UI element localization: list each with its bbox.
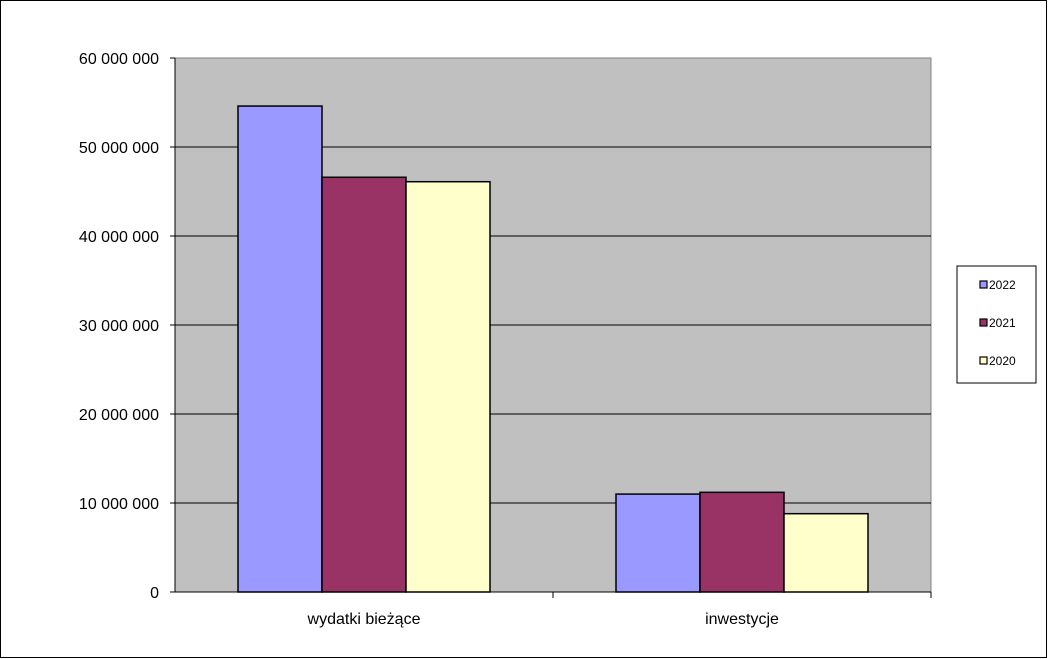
legend-swatch-2022 <box>979 280 988 289</box>
y-tick-label: 10 000 000 <box>79 496 159 513</box>
bars <box>237 105 869 593</box>
legend-box <box>956 265 1037 384</box>
y-tick-label: 20 000 000 <box>79 407 159 424</box>
bar-2020-0 <box>405 180 491 593</box>
y-tick-label: 60 000 000 <box>79 51 159 68</box>
axes: 0 10 000 000 20 000 000 30 000 000 40 000 00… <box>79 51 932 628</box>
bar-2020-1 <box>783 512 869 593</box>
bar-2021-0 <box>321 176 407 593</box>
y-tick-label: 0 <box>150 585 159 602</box>
y-tick-label: 50 000 000 <box>79 140 159 157</box>
x-category-label: wydatki bieżące <box>307 611 421 628</box>
y-tick-label: 30 000 000 <box>79 318 159 335</box>
legend-swatch-2021 <box>979 318 988 327</box>
bar-2022-1 <box>615 493 701 593</box>
legend-label-2021: 2021 <box>989 316 1016 330</box>
legend-swatch-2020 <box>979 356 988 365</box>
legend: 2022 2021 2020 <box>956 265 1037 384</box>
legend-label-2022: 2022 <box>989 278 1016 292</box>
y-tick-label: 40 000 000 <box>79 229 159 246</box>
bar-2022-0 <box>237 105 323 593</box>
bar-2021-1 <box>699 491 785 593</box>
x-category-label: inwestycje <box>705 611 779 628</box>
legend-label-2020: 2020 <box>989 354 1016 368</box>
